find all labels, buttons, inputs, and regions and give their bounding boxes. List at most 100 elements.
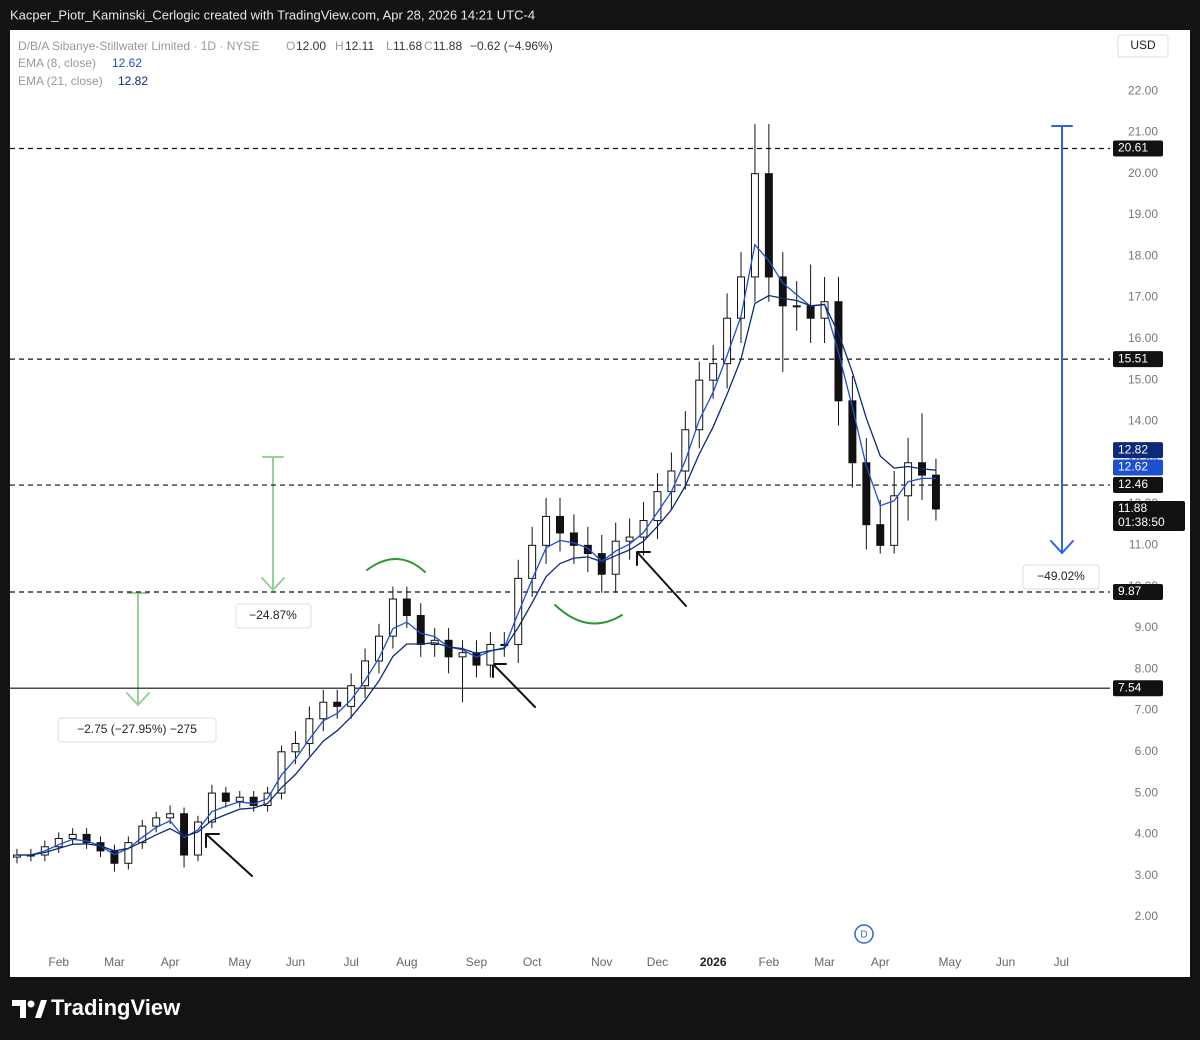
y-tick-label: 19.00 — [1128, 207, 1158, 221]
candle-body — [625, 536, 634, 542]
legend-value: 12.62 — [112, 56, 142, 70]
y-tick-label: 9.00 — [1135, 620, 1159, 634]
legend-entry: EMA (8, close) — [18, 56, 96, 70]
candle-body — [333, 701, 342, 707]
candle-body — [166, 813, 175, 819]
candle-body — [402, 598, 411, 617]
level-label-box — [1113, 351, 1163, 368]
y-tick-label: 2.00 — [1135, 909, 1159, 923]
symbol: D/B/A Sibanye-Stillwater Limited · 1D · … — [18, 39, 259, 53]
candle-body — [764, 173, 773, 278]
level-label-box — [1113, 583, 1163, 600]
level-label-box — [1113, 477, 1163, 494]
candle-body — [152, 817, 161, 827]
x-tick-label: Nov — [591, 955, 612, 969]
ohlc-label: L — [386, 39, 393, 53]
dividend-letter: D — [860, 930, 867, 941]
candle-body — [500, 643, 509, 646]
candle-body — [931, 474, 940, 510]
candle-body — [277, 751, 286, 794]
y-tick-label: 5.00 — [1135, 785, 1159, 799]
x-tick-label: Mar — [104, 955, 125, 969]
measure-arrow — [126, 592, 150, 707]
x-tick-label: Sep — [466, 955, 488, 969]
y-tick-label: 15.00 — [1128, 372, 1158, 386]
y-tick-label: 18.00 — [1128, 248, 1158, 262]
y-tick-label: 3.00 — [1135, 868, 1159, 882]
ema-line — [17, 294, 936, 856]
candle-body — [458, 652, 467, 658]
x-tick-label: Oct — [523, 955, 542, 969]
candle-body — [221, 792, 230, 802]
x-tick-label: Aug — [396, 955, 417, 969]
candle-body — [388, 598, 397, 637]
ohlc-label: H — [335, 39, 344, 53]
last-price-box — [1113, 500, 1185, 531]
candle-body — [806, 305, 815, 319]
candle-body — [695, 379, 704, 431]
x-tick-label: Jul — [343, 955, 358, 969]
y-tick-label: 8.00 — [1135, 661, 1159, 675]
logo-mark — [27, 1000, 35, 1008]
currency-box[interactable] — [1117, 34, 1169, 58]
y-tick-label: 6.00 — [1135, 744, 1159, 758]
y-tick-label: 16.00 — [1128, 331, 1158, 345]
x-tick-label: Feb — [759, 955, 780, 969]
level-label: 9.87 — [1118, 584, 1142, 598]
brand: TradingView — [51, 995, 181, 1020]
candle-body — [291, 743, 300, 753]
candle-body — [416, 615, 425, 645]
x-tick-label: Apr — [161, 955, 180, 969]
measure-label: −24.87% — [249, 608, 297, 622]
candle-body — [68, 833, 77, 840]
measure-arrow — [1050, 125, 1074, 555]
candle-body — [361, 660, 370, 687]
caption: Kacper_Piotr_Kaminski_Cerlogic created w… — [10, 7, 535, 22]
curve — [554, 604, 623, 625]
level-label: 7.54 — [1118, 680, 1142, 694]
legend-value: 12.82 — [118, 74, 148, 88]
candle-body — [862, 462, 871, 526]
candle-body — [193, 821, 202, 856]
candle-body — [444, 639, 453, 658]
curve — [366, 558, 426, 573]
candle-body — [556, 515, 564, 534]
x-tick-label: Dec — [647, 955, 668, 969]
candle-body — [249, 796, 258, 806]
logo-mark — [35, 1000, 47, 1018]
level-label: 15.51 — [1118, 351, 1148, 365]
measure-box — [235, 603, 312, 629]
candle-body — [12, 854, 21, 858]
candle-body — [375, 635, 383, 662]
countdown: 01:38:50 — [1118, 515, 1165, 529]
ohlc-value: 11.68 — [393, 39, 422, 53]
candle-body — [124, 842, 133, 864]
candle-body — [583, 544, 592, 555]
level-label: 12.46 — [1118, 477, 1148, 491]
ohlc-value: 12.11 — [345, 39, 374, 53]
candle-body — [597, 553, 606, 575]
candle-body — [305, 718, 314, 745]
y-tick-label: 22.00 — [1128, 83, 1158, 97]
candle-body — [723, 317, 732, 365]
dividend-marker[interactable] — [854, 924, 874, 944]
brand-logo — [12, 1000, 47, 1018]
measure-arrow — [261, 456, 285, 592]
x-tick-label: Feb — [48, 955, 69, 969]
candle-body — [611, 540, 620, 575]
candle-body — [319, 701, 328, 720]
measure-box — [1022, 564, 1100, 590]
ema-line — [17, 243, 936, 856]
candle-body — [639, 520, 648, 538]
candle-body — [876, 524, 885, 546]
candle-body — [207, 792, 216, 823]
candle-body — [472, 652, 481, 666]
candle-body — [904, 462, 913, 497]
candle-body — [347, 685, 356, 707]
ohlc-value: 11.88 — [433, 39, 462, 53]
x-tick-label: May — [939, 955, 962, 969]
measure-box — [57, 717, 217, 743]
ohlc-label: C — [424, 39, 433, 53]
pointer-arrow — [205, 833, 253, 877]
